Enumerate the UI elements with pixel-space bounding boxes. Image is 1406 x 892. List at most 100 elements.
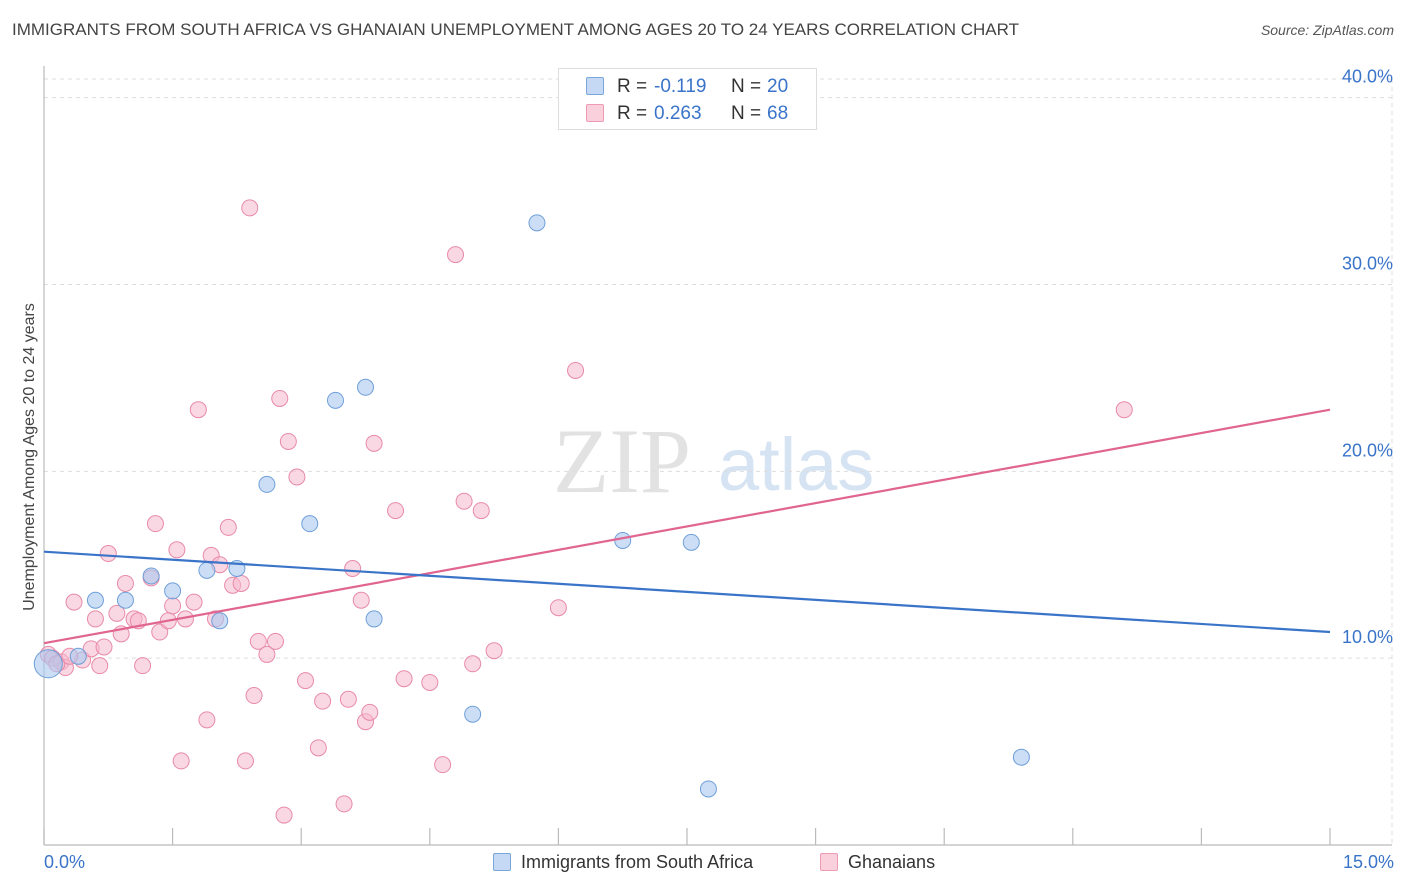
ghanaians-point [395,670,413,688]
south-africa-point [464,705,482,723]
south-africa-point [258,475,276,493]
ghanaians-point [95,638,113,656]
ghanaians-point [108,604,126,622]
south-africa-point [164,582,182,600]
ghanaians-point [455,492,473,510]
south-africa-point [33,649,63,679]
ghanaians-point [151,623,169,641]
ghanaians-point [116,574,134,592]
ghanaians-point [172,752,190,770]
south-africa-point [682,533,700,551]
ghanaians-point [266,632,284,650]
ghanaians-point [65,593,83,611]
ghanaians-point [275,806,293,824]
south-africa-point [326,391,344,409]
y-tick-label: 30.0% [1342,254,1393,274]
legend-r-label: R = [617,103,648,124]
ghanaians-point [134,657,152,675]
ghanaians-point [485,642,503,660]
legend-n-value-blue: 20 [767,76,789,97]
y-axis-label: Unemployment Among Ages 20 to 24 years [21,303,38,611]
south-africa-point [142,567,160,585]
ghanaians-point [309,739,327,757]
axes [43,66,1392,846]
bottom-legend-swatch-pink [820,853,838,871]
south-africa-point [211,612,229,630]
south-africa-point [699,780,717,798]
bottom-legend-label-pink: Ghanaians [848,852,936,872]
y-tick-label: 20.0% [1342,440,1393,460]
bottom-legend-swatch-blue [493,853,511,871]
ghanaians-point [185,593,203,611]
ghanaians-point [279,432,297,450]
watermark-atlas: atlas [718,423,874,506]
south-africa-point [1012,748,1030,766]
south-africa-point [86,591,104,609]
south-africa-trend-line [43,550,1331,634]
ghanaians-point [549,599,567,617]
y-tick-labels: 10.0% 20.0% 30.0% 40.0% [1342,67,1393,647]
south-africa-point [365,610,383,628]
ghanaians-point [361,703,379,721]
y-tick-label: 10.0% [1342,627,1393,647]
legend-r-value-pink: 0.263 [654,103,702,124]
ghanaians-point [164,597,182,615]
ghanaians-point [241,199,259,217]
ghanaians-point [86,610,104,628]
ghanaians-point [567,361,585,379]
ghanaians-point [344,559,362,577]
ghanaians-point [245,687,263,705]
south-africa-point [69,647,87,665]
ghanaians-point [339,690,357,708]
ghanaians-point [91,657,109,675]
x-tick-label-min: 0.0% [44,852,86,872]
ghanaians-point [314,692,332,710]
ghanaians-point [249,632,267,650]
ghanaians-point [236,752,254,770]
legend-r-label: R = [617,76,648,97]
south-africa-point [614,531,632,549]
ghanaians-point [168,541,186,559]
trend-lines [43,408,1331,645]
bottom-legend-label-blue: Immigrants from South Africa [521,852,754,872]
ghanaians-point [146,515,164,533]
ghanaians-trend-line [43,408,1331,645]
ghanaians-point [232,574,250,592]
ghanaians-point [472,502,490,520]
ghanaians-point [288,468,306,486]
y-tick-label: 40.0% [1342,67,1393,87]
ghanaians-point [335,795,353,813]
legend-n-label: N = [731,76,762,97]
ghanaians-point [421,673,439,691]
south-africa-point [528,214,546,232]
ghanaians-point [198,711,216,729]
legend-n-label: N = [731,103,762,124]
source-label: Source: ZipAtlas.com [1260,22,1394,38]
watermark: ZIP atlas [553,410,874,512]
correlation-legend: R = -0.119 N = 20 R = 0.263 N = 68 [558,68,817,130]
ghanaians-point [271,389,289,407]
watermark-zip: ZIP [553,410,691,512]
ghanaians-point [258,645,276,663]
south-africa-points [33,214,1030,798]
legend-swatch-pink [586,104,604,122]
bottom-legend-south-africa: Immigrants from South Africa [493,852,753,873]
ghanaians-point [464,655,482,673]
ghanaians-point [296,672,314,690]
ghanaians-point [387,502,405,520]
south-africa-point [301,515,319,533]
ghanaians-point [434,756,452,774]
ghanaians-point [352,591,370,609]
legend-r-value-blue: -0.119 [654,76,707,97]
south-africa-point [198,561,216,579]
ghanaians-point [1115,401,1133,419]
bottom-legend-ghanaians: Ghanaians [820,852,935,873]
south-africa-point [116,591,134,609]
legend-n-value-pink: 68 [767,103,789,124]
ghanaians-point [447,246,465,264]
ghanaians-point [219,518,237,536]
x-tick-label-max: 15.0% [1342,852,1394,872]
chart-title: IMMIGRANTS FROM SOUTH AFRICA VS GHANAIAN… [12,20,1019,39]
south-africa-point [357,378,374,396]
